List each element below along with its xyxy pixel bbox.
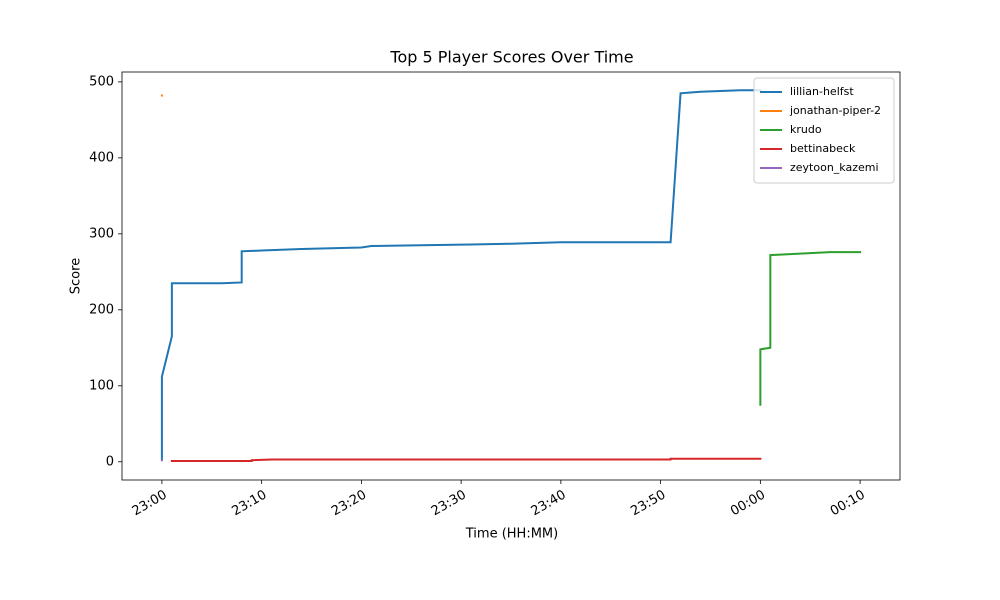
x-axis-label: Time (HH:MM) bbox=[465, 527, 558, 542]
legend-box bbox=[753, 77, 895, 184]
legend-label: zeytoon_kazemi bbox=[790, 161, 879, 174]
x-tick-label: 23:40 bbox=[529, 488, 569, 520]
plot-frame bbox=[121, 71, 901, 481]
legend: lillian-helfst jonathan-piper-2 krudo betti… bbox=[753, 77, 895, 184]
legend-label: jonathan-piper-2 bbox=[789, 104, 881, 117]
y-tick-label: 100 bbox=[89, 378, 114, 393]
legend-label: lillian-helfst bbox=[790, 85, 854, 98]
y-tick-label: 300 bbox=[89, 226, 114, 241]
x-tick-label: 23:20 bbox=[329, 488, 369, 520]
legend-label: bettinabeck bbox=[790, 142, 856, 155]
y-tick-label: 500 bbox=[89, 74, 114, 89]
series-line bbox=[160, 89, 762, 461]
y-tick-label: 0 bbox=[106, 454, 114, 469]
x-tick-label: 23:50 bbox=[628, 488, 668, 520]
y-axis-label: Score bbox=[69, 258, 84, 294]
series-line bbox=[759, 251, 862, 406]
x-tick-label: 00:00 bbox=[728, 488, 768, 520]
series-line bbox=[170, 457, 762, 463]
legend-label: krudo bbox=[790, 123, 822, 136]
y-tick-label: 400 bbox=[89, 150, 114, 165]
chart-title: Top 5 Player Scores Over Time bbox=[389, 48, 633, 67]
x-tick-label: 23:00 bbox=[130, 488, 170, 520]
x-tick-label: 23:30 bbox=[429, 488, 469, 520]
x-tick-label: 23:10 bbox=[229, 488, 269, 520]
y-tick-label: 200 bbox=[89, 302, 114, 317]
x-tick-label: 00:10 bbox=[828, 488, 868, 520]
